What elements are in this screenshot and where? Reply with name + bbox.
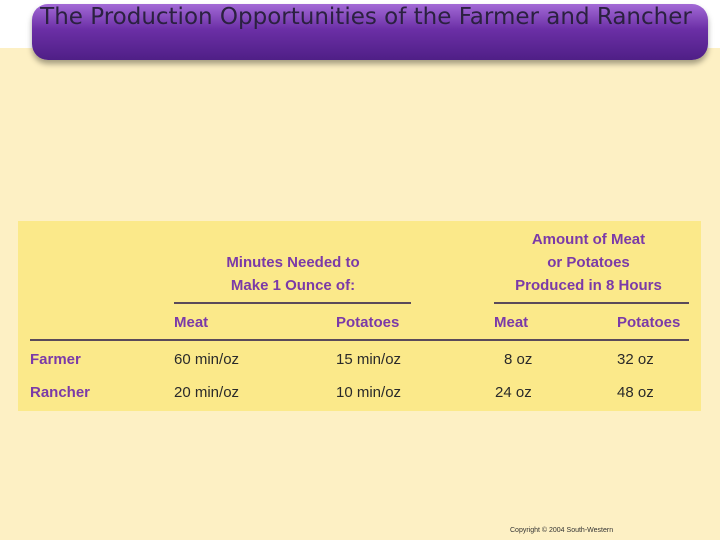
col-potatoes-amount: Potatoes [617,314,681,331]
amount-header-line-1: Amount of Meat [531,231,646,248]
col-potatoes-minutes: Potatoes [336,314,400,331]
column-header-rule [30,339,689,341]
amount-header-line-3: Produced in 8 Hours [515,277,662,294]
rancher-potatoes-amount: 48 oz [617,384,654,401]
col-meat-amount: Meat [494,314,529,331]
rancher-potatoes-minutes: 10 min/oz [336,384,402,401]
production-table: Minutes Needed to Make 1 Ounce of: Amoun… [18,221,701,411]
col-meat-minutes: Meat [174,314,209,331]
farmer-potatoes-amount: 32 oz [617,351,654,368]
rancher-meat-amount: 24 oz [495,384,532,401]
copyright-notice: Copyright © 2004 South-Western [510,527,614,534]
farmer-potatoes-minutes: 15 min/oz [336,351,402,368]
row-name-farmer: Farmer [30,351,81,368]
farmer-meat-minutes: 60 min/oz [174,351,240,368]
farmer-meat-amount: 8 oz [504,351,533,368]
minutes-header-line-2: Make 1 Ounce of: [230,277,356,294]
amount-header-rule [494,302,689,304]
rancher-meat-minutes: 20 min/oz [174,384,240,401]
amount-header-line-2: or Potatoes [547,254,630,271]
slide-title: The Production Opportunities of the Farm… [40,4,692,30]
minutes-header-rule [174,302,411,304]
title-bar [32,4,708,60]
row-name-rancher: Rancher [30,384,91,401]
minutes-header-line-1: Minutes Needed to [226,254,360,271]
